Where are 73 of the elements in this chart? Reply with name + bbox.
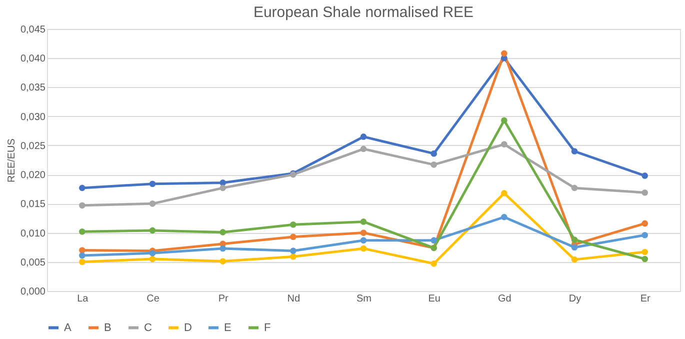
point xyxy=(79,184,86,192)
point xyxy=(79,228,86,235)
x-tick-label: Nd xyxy=(287,294,300,304)
point xyxy=(220,184,226,192)
y-tick-label: 0,025 xyxy=(20,140,46,152)
point xyxy=(79,252,86,259)
point xyxy=(360,134,367,140)
legend-label: F xyxy=(264,322,271,334)
point xyxy=(501,50,508,57)
x-tick-label: Ce xyxy=(146,294,160,304)
point xyxy=(430,237,437,244)
point xyxy=(149,200,156,207)
legend-label: C xyxy=(144,322,152,334)
legend-label: E xyxy=(224,322,232,334)
chart-title: European Shale normalised REE xyxy=(253,4,474,21)
point xyxy=(290,248,296,254)
point xyxy=(220,245,226,252)
y-tick-label: 0,010 xyxy=(20,228,46,240)
point xyxy=(79,202,86,209)
point xyxy=(642,248,648,256)
point xyxy=(220,229,226,236)
point xyxy=(642,189,648,196)
point xyxy=(290,221,296,228)
x-tick-label: Sm xyxy=(356,294,372,304)
y-tick-label: 0,000 xyxy=(20,286,46,298)
point xyxy=(642,232,648,238)
point xyxy=(360,245,367,252)
x-tick-label: Gd xyxy=(498,294,512,304)
point xyxy=(642,220,648,227)
point xyxy=(430,150,437,157)
point xyxy=(220,258,226,264)
point xyxy=(501,190,508,196)
point xyxy=(571,148,578,154)
point xyxy=(642,172,648,179)
point xyxy=(571,244,578,250)
x-tick-label: La xyxy=(77,294,89,304)
point xyxy=(642,256,648,262)
point xyxy=(501,141,508,148)
x-tick-label: Pr xyxy=(218,294,230,304)
y-tick-label: 0,030 xyxy=(20,112,46,123)
point xyxy=(149,180,156,188)
point xyxy=(360,146,367,152)
point xyxy=(79,247,86,254)
x-tick-label: Dy xyxy=(568,294,582,304)
point xyxy=(360,218,367,225)
y-tick-label: 0,015 xyxy=(20,199,46,210)
point xyxy=(149,256,156,262)
point xyxy=(571,184,578,192)
legend-label: A xyxy=(64,322,72,334)
y-tick-label: 0,005 xyxy=(20,257,46,268)
point xyxy=(360,230,367,236)
y-tick-label: 0,035 xyxy=(20,82,46,94)
y-tick-label: 0,020 xyxy=(20,170,46,182)
point xyxy=(220,180,226,186)
legend-label: D xyxy=(184,322,192,334)
legend-label: B xyxy=(104,322,112,334)
point xyxy=(430,162,437,168)
point xyxy=(571,236,578,243)
point xyxy=(290,234,296,240)
y-tick-label: 0,045 xyxy=(20,24,46,36)
point xyxy=(79,258,86,266)
x-tick-label: Eu xyxy=(428,294,440,304)
point xyxy=(149,250,156,256)
point xyxy=(501,214,508,220)
point xyxy=(501,117,508,124)
point xyxy=(571,256,578,263)
y-axis-title: REE/EUS xyxy=(6,138,18,182)
point xyxy=(149,227,156,234)
point xyxy=(430,260,437,267)
y-tick-label: 0,040 xyxy=(20,54,46,65)
point xyxy=(290,253,296,260)
x-tick-label: Er xyxy=(640,294,652,304)
point xyxy=(360,237,367,244)
